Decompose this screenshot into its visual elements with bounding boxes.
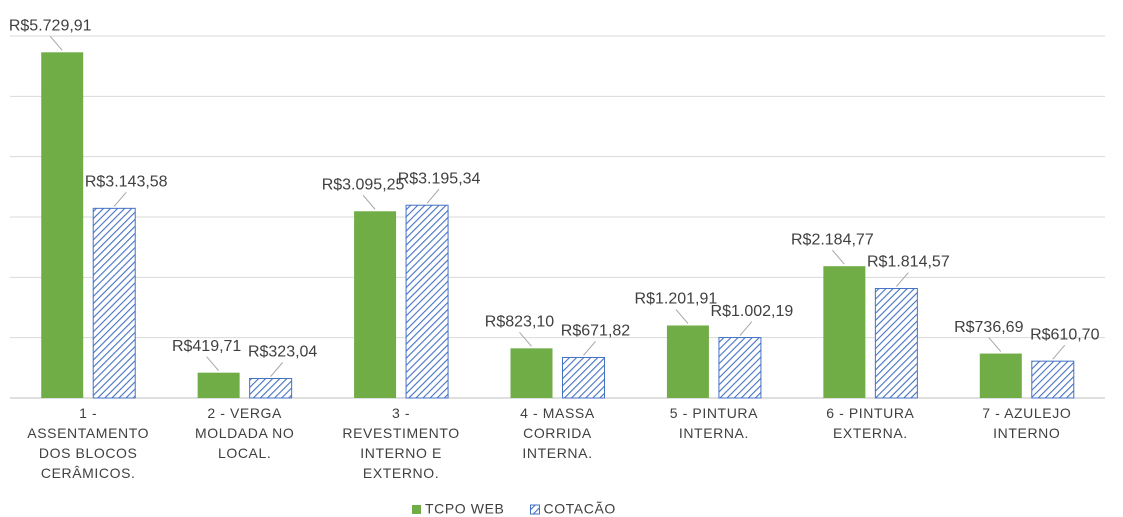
leader-line xyxy=(895,272,909,287)
value-label: R$1.814,57 xyxy=(867,254,950,271)
bar xyxy=(1031,360,1075,399)
leader-line xyxy=(206,356,220,372)
x-tick-label: 3 -REVESTIMENTO INTERNO E EXTERNO. xyxy=(342,405,459,481)
value-label: R$3.195,34 xyxy=(398,170,481,187)
leader-line xyxy=(675,309,689,324)
bar xyxy=(92,207,136,399)
legend-label: COTACÃO xyxy=(543,501,615,517)
leader-line xyxy=(1052,344,1066,360)
bar xyxy=(718,337,762,399)
value-label: R$823,10 xyxy=(485,314,554,331)
value-label: R$736,69 xyxy=(954,319,1023,336)
bar xyxy=(249,378,293,399)
bar xyxy=(874,288,918,399)
legend-swatch xyxy=(412,505,421,514)
bar xyxy=(197,372,240,398)
leader-line xyxy=(583,341,596,356)
value-label: R$323,04 xyxy=(248,344,317,361)
x-tick-label: 6 - PINTURA EXTERNA. xyxy=(826,405,914,441)
x-tick-label: 5 - PINTURA INTERNA. xyxy=(670,405,758,441)
legend-swatch xyxy=(529,504,540,515)
leader-line xyxy=(426,188,440,204)
value-label: R$3.095,25 xyxy=(322,176,405,193)
x-tick-label: 2 - VERGA MOLDADA NO LOCAL. xyxy=(195,405,294,461)
x-tick-label: 4 - MASSA CORRIDA INTERNA. xyxy=(520,405,595,461)
value-label: R$5.729,91 xyxy=(9,18,92,35)
value-label: R$1.201,91 xyxy=(635,291,718,308)
leader-line xyxy=(739,321,753,336)
bar xyxy=(979,353,1022,398)
x-tick-label: 7 - AZULEJO INTERNO xyxy=(982,405,1071,441)
value-label: R$671,82 xyxy=(561,323,630,340)
leader-line xyxy=(519,332,532,347)
value-label: R$3.143,58 xyxy=(85,174,168,191)
leader-line xyxy=(113,192,127,207)
legend-label: TCPO WEB xyxy=(425,501,504,517)
leader-line xyxy=(362,194,376,210)
bar xyxy=(41,52,84,398)
bar xyxy=(823,266,866,398)
leader-line xyxy=(270,362,284,377)
bar xyxy=(562,356,605,399)
value-label: R$1.002,19 xyxy=(711,303,794,320)
bar xyxy=(354,211,397,398)
value-label: R$419,71 xyxy=(172,338,241,355)
leader-line xyxy=(831,249,845,265)
leader-line xyxy=(988,337,1002,352)
x-tick-label: 1 -ASSENTAMENTO DOS BLOCOS CERÂMICOS. xyxy=(27,405,149,481)
value-label: R$610,70 xyxy=(1030,326,1099,343)
bar xyxy=(666,325,709,398)
bar xyxy=(405,204,449,399)
leader-line xyxy=(49,35,63,51)
bar xyxy=(510,348,553,398)
value-label: R$2.184,77 xyxy=(791,231,874,248)
